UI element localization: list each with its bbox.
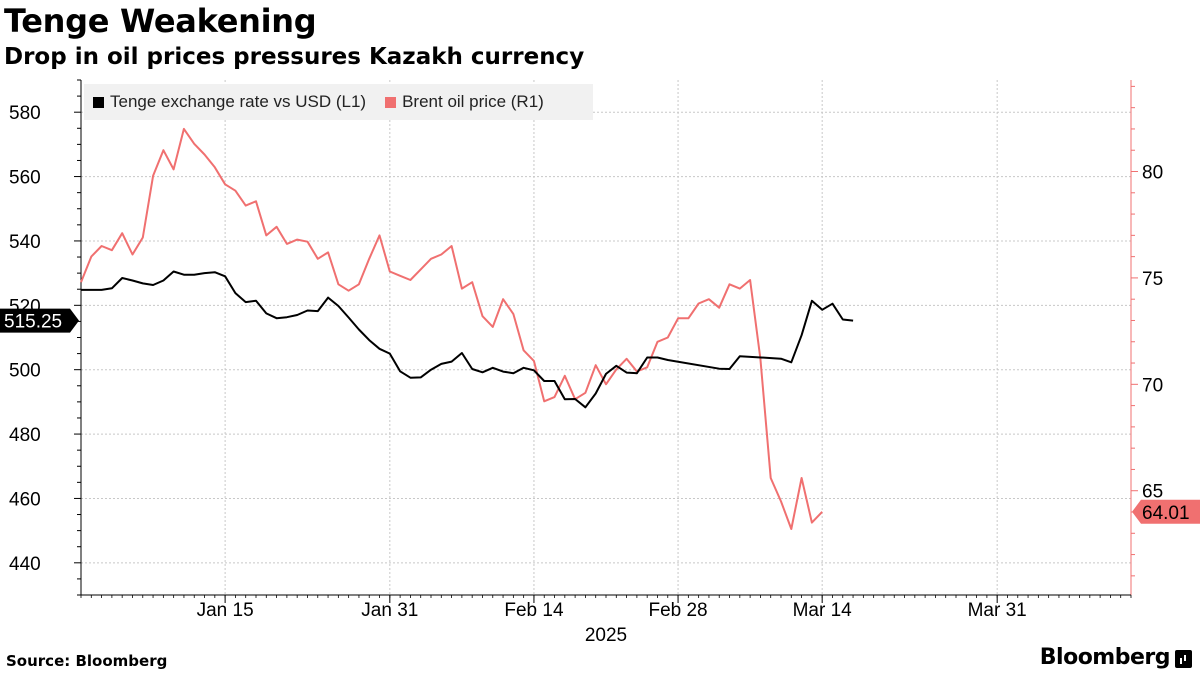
x-tick-label: Mar 31 xyxy=(968,600,1027,621)
chart-title: Tenge Weakening xyxy=(4,2,317,40)
legend-label-tenge: Tenge exchange rate vs USD (L1) xyxy=(110,92,367,111)
x-tick-label: Jan 31 xyxy=(361,600,418,621)
legend-swatch-brent xyxy=(385,96,397,108)
legend-item-brent: Brent oil price (R1) xyxy=(385,92,544,112)
legend-item-tenge: Tenge exchange rate vs USD (L1) xyxy=(93,92,366,112)
y-left-tick-label: 480 xyxy=(9,425,41,446)
y-right-tick-label: 80 xyxy=(1142,163,1163,184)
y-right-tick-label: 65 xyxy=(1142,482,1163,503)
bloomberg-mark-icon xyxy=(1175,650,1192,668)
series-line-tenge xyxy=(81,270,854,409)
legend-swatch-tenge xyxy=(93,96,104,108)
chart-legend: Tenge exchange rate vs USD (L1) Brent oi… xyxy=(84,84,593,120)
last-value-label-tenge: 515.25 xyxy=(4,312,62,333)
y-right-tick-label: 70 xyxy=(1142,375,1163,396)
last-value-badge-tenge xyxy=(0,308,79,333)
x-tick-label: Mar 14 xyxy=(793,600,853,621)
y-right-tick-label: 75 xyxy=(1142,269,1163,290)
y-left-tick-label: 440 xyxy=(9,554,41,575)
x-tick-label: Jan 15 xyxy=(197,600,254,621)
y-left-tick-label: 560 xyxy=(9,168,41,189)
chart-subtitle: Drop in oil prices pressures Kazakh curr… xyxy=(4,44,585,70)
y-left-tick-label: 580 xyxy=(9,103,41,124)
x-tick-label: Feb 14 xyxy=(504,600,564,621)
source-note: Source: Bloomberg xyxy=(6,652,168,670)
legend-label-brent: Brent oil price (R1) xyxy=(402,92,544,111)
x-tick-label: Feb 28 xyxy=(648,600,707,621)
y-left-tick-label: 540 xyxy=(9,232,41,253)
bloomberg-logo: Bloomberg xyxy=(1039,645,1171,670)
x-axis-label: 2025 xyxy=(585,625,627,646)
last-value-badge-brent xyxy=(1132,499,1200,524)
y-left-tick-label: 460 xyxy=(9,489,41,510)
y-left-tick-label: 500 xyxy=(9,361,41,382)
last-value-label-brent: 64.01 xyxy=(1142,503,1190,524)
series-line-brent xyxy=(80,127,823,530)
